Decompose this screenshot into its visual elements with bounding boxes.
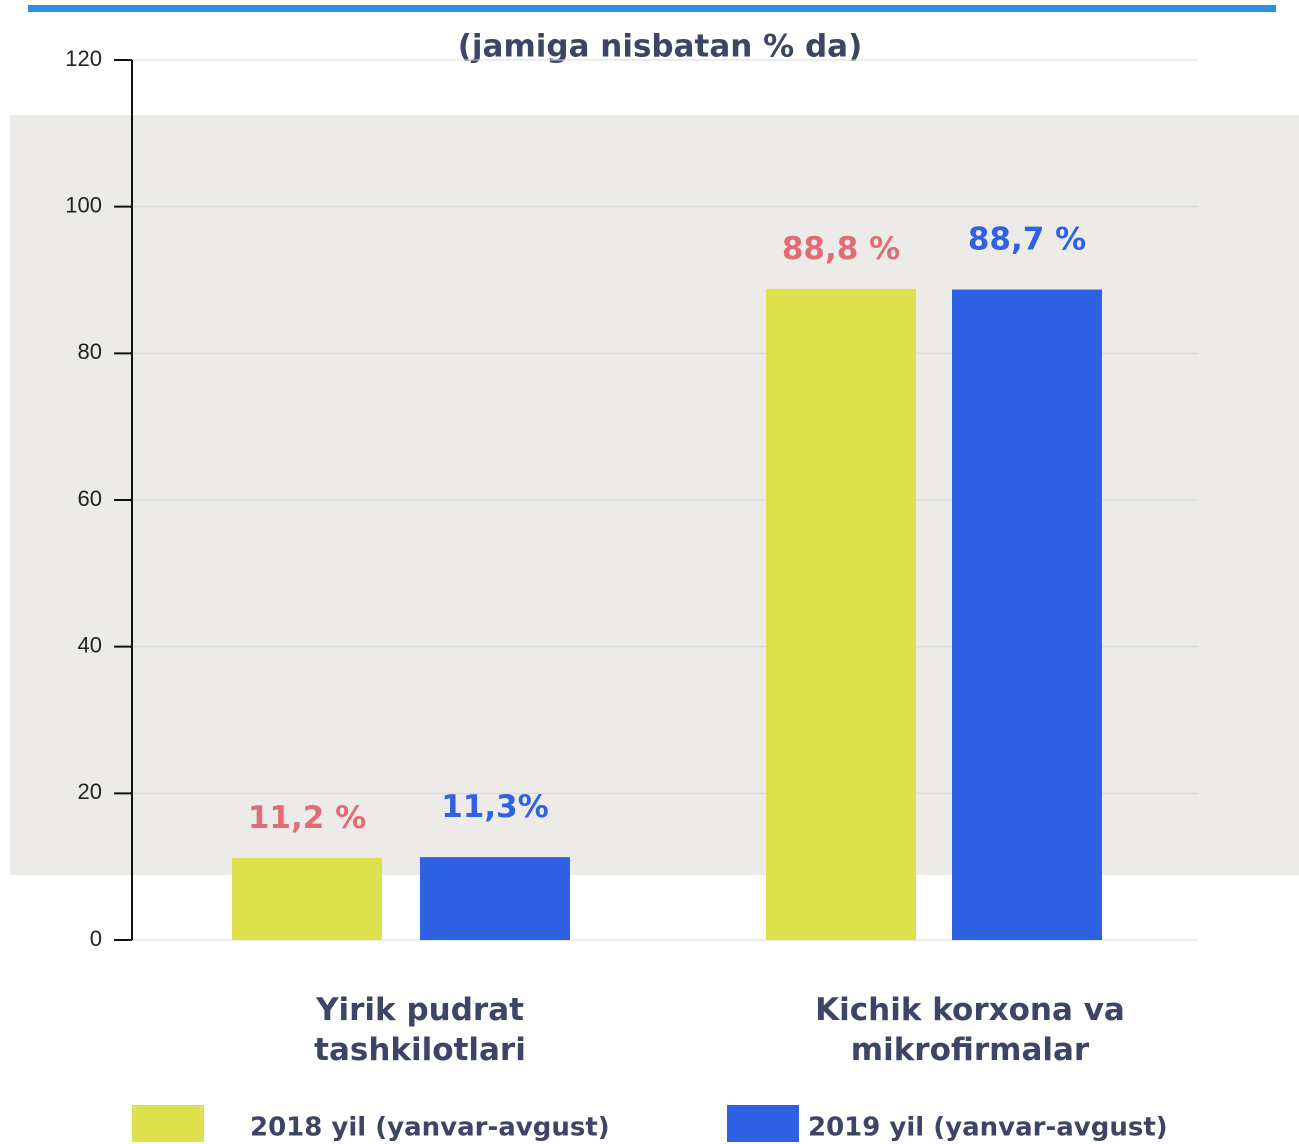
legend-label: 2019 yil (yanvar-avgust) <box>808 1113 1168 1143</box>
chart: (jamiga nisbatan % da) 0 20 40 60 80 100 120 11… <box>0 0 1299 1144</box>
bar <box>232 858 382 940</box>
y-tick-label: 40 <box>78 632 102 657</box>
top-bar <box>28 5 1276 12</box>
chart-subtitle: (jamiga nisbatan % da) <box>458 29 863 65</box>
data-label: 11,2 % <box>248 800 366 836</box>
page: {"chart_data": {"type": "bar", "subtitle… <box>0 0 1299 1144</box>
y-tick-label: 60 <box>78 486 102 511</box>
data-label: 11,3% <box>441 789 549 825</box>
legend-label: 2018 yil (yanvar-avgust) <box>250 1113 610 1143</box>
y-tick-label: 0 <box>90 926 102 951</box>
legend-swatch <box>727 1105 799 1142</box>
legend-swatch <box>132 1105 204 1142</box>
y-tick-label: 100 <box>65 192 102 217</box>
category-label: Kichik korxona va mikrofirmalar <box>800 990 1140 1070</box>
data-label: 88,7 % <box>968 222 1086 258</box>
bar <box>420 857 570 940</box>
category-label: Yirik pudrat tashkilotlari <box>250 990 590 1070</box>
y-tick-label: 120 <box>65 46 102 71</box>
y-tick-label: 20 <box>78 779 102 804</box>
y-tick-label: 80 <box>78 339 102 364</box>
bar <box>952 290 1102 940</box>
background-photo <box>10 115 1299 875</box>
bar <box>766 289 916 940</box>
data-label: 88,8 % <box>782 231 900 267</box>
